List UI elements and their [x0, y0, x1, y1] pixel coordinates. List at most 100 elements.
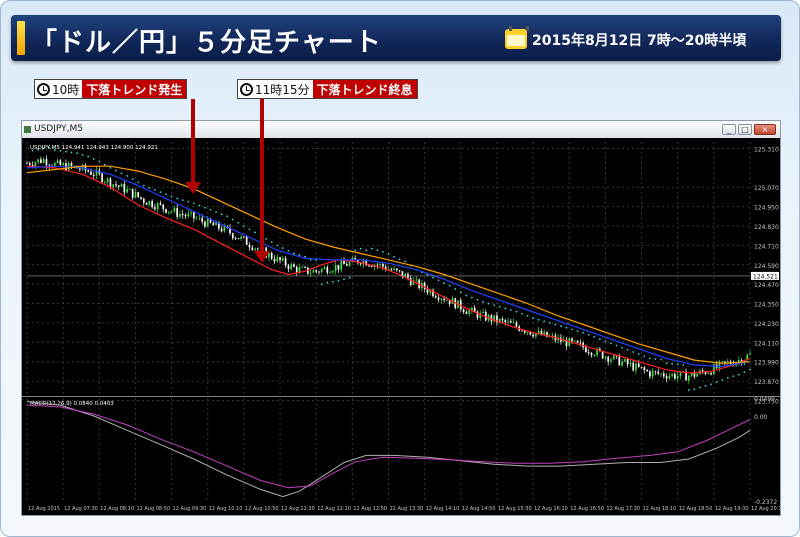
candle-body [287, 265, 290, 269]
candle-body [62, 163, 64, 165]
arrow-head [185, 182, 201, 194]
sar-dot [215, 211, 217, 213]
x-tick-label: 12 Aug 08:50 [136, 506, 170, 512]
candle-body [295, 266, 298, 273]
candle-body [206, 218, 209, 227]
candle-body [223, 225, 226, 232]
candle-body [245, 236, 248, 245]
candle-body [131, 188, 134, 198]
sar-dot [382, 250, 384, 253]
sar-dot [370, 247, 373, 250]
candle-body [156, 203, 159, 210]
candle-body [215, 222, 217, 226]
x-tick-label: 12 Aug 16:50 [570, 506, 604, 512]
sar-dot [660, 358, 662, 361]
candle-body [624, 359, 626, 362]
candle-body [40, 159, 42, 163]
candle-body [234, 238, 237, 239]
sar-dot [504, 307, 507, 310]
sar-dot [526, 315, 529, 317]
sar-dot [582, 331, 585, 334]
candle-body [79, 168, 81, 170]
sar-dot [109, 166, 112, 169]
x-tick-label: 12 Aug 12:10 [317, 506, 351, 512]
x-tick-label: 12 Aug 2015 [28, 506, 60, 512]
candle-body [649, 371, 651, 377]
candle-body [329, 272, 331, 274]
arrow-head [254, 251, 270, 263]
candle-body [590, 352, 593, 356]
sar-dot [243, 225, 245, 227]
candle-body [610, 359, 612, 362]
sar-dot [654, 358, 657, 360]
candle-body [37, 159, 39, 163]
sar-dot [448, 284, 451, 287]
candle-body [187, 213, 190, 217]
candle-body [101, 173, 103, 183]
minimize-button[interactable]: _ [722, 124, 736, 135]
sar-dot [70, 151, 73, 154]
candle-body [721, 361, 724, 363]
candle-body [190, 212, 192, 214]
candle-body [256, 248, 259, 250]
candle-body [607, 356, 610, 362]
candle-body [476, 311, 479, 318]
candle-body [159, 203, 162, 205]
sar-dot [103, 163, 106, 166]
candle-body [651, 371, 654, 377]
candle-body [332, 271, 334, 273]
candle-body [273, 258, 276, 262]
candle-body [109, 178, 112, 188]
candle-body [573, 340, 576, 342]
candle-body [426, 289, 429, 293]
candle-body [201, 217, 204, 222]
date-range-label: 2015年8月12日 7時〜20時半頃 [532, 33, 747, 49]
osc-tick-label: 0.00 [754, 414, 768, 421]
candle-body [482, 311, 484, 313]
sar-dot [237, 221, 240, 224]
chart-window-titlebar[interactable]: USDJPY,M5 _ □ × [22, 121, 780, 138]
sar-dot [331, 280, 334, 283]
current-price-tag [751, 271, 779, 280]
close-button[interactable]: × [754, 124, 776, 135]
sar-dot [198, 204, 201, 207]
sar-dot [598, 338, 601, 340]
candle-body [254, 248, 256, 250]
candle-body [323, 267, 326, 269]
candle-body [657, 371, 660, 374]
candle-body [665, 376, 668, 379]
current-price-label: 124.521 [753, 273, 778, 280]
sar-dot [348, 276, 351, 279]
candle-body [184, 215, 187, 217]
candle-body [387, 269, 390, 270]
sar-dot [287, 249, 290, 252]
sar-dot [665, 362, 668, 365]
candle-body [53, 162, 56, 167]
candle-body [167, 211, 170, 213]
y-tick-label: 124.950 [754, 205, 779, 212]
candle-body [84, 165, 87, 171]
candle-body [165, 209, 167, 213]
sar-dot [487, 302, 490, 305]
candle-body [415, 279, 418, 281]
sar-dot [126, 175, 129, 177]
x-tick-label: 12 Aug 14:10 [426, 506, 460, 512]
sar-dot [610, 342, 612, 345]
sar-dot [732, 375, 735, 378]
sar-dot [693, 388, 696, 391]
candle-body [462, 309, 465, 313]
y-tick-label: 124.830 [754, 224, 779, 231]
candle-body [195, 218, 198, 220]
maximize-button[interactable]: □ [738, 124, 752, 135]
candle-body [643, 367, 646, 371]
candle-body [343, 260, 345, 265]
chart-window[interactable]: USDJPY,M5 _ □ × 125.310 125.070 124.950 124… [21, 120, 781, 516]
sar-dot [65, 150, 67, 153]
sar-dot [443, 282, 446, 284]
candle-body [145, 202, 148, 205]
sar-dot [587, 333, 590, 336]
candle-body [193, 212, 195, 219]
sar-dot [98, 160, 101, 163]
chart-plot[interactable]: 125.310 125.070 124.950 124.830 124.710 124.5… [22, 138, 780, 515]
sar-dot [320, 283, 323, 286]
